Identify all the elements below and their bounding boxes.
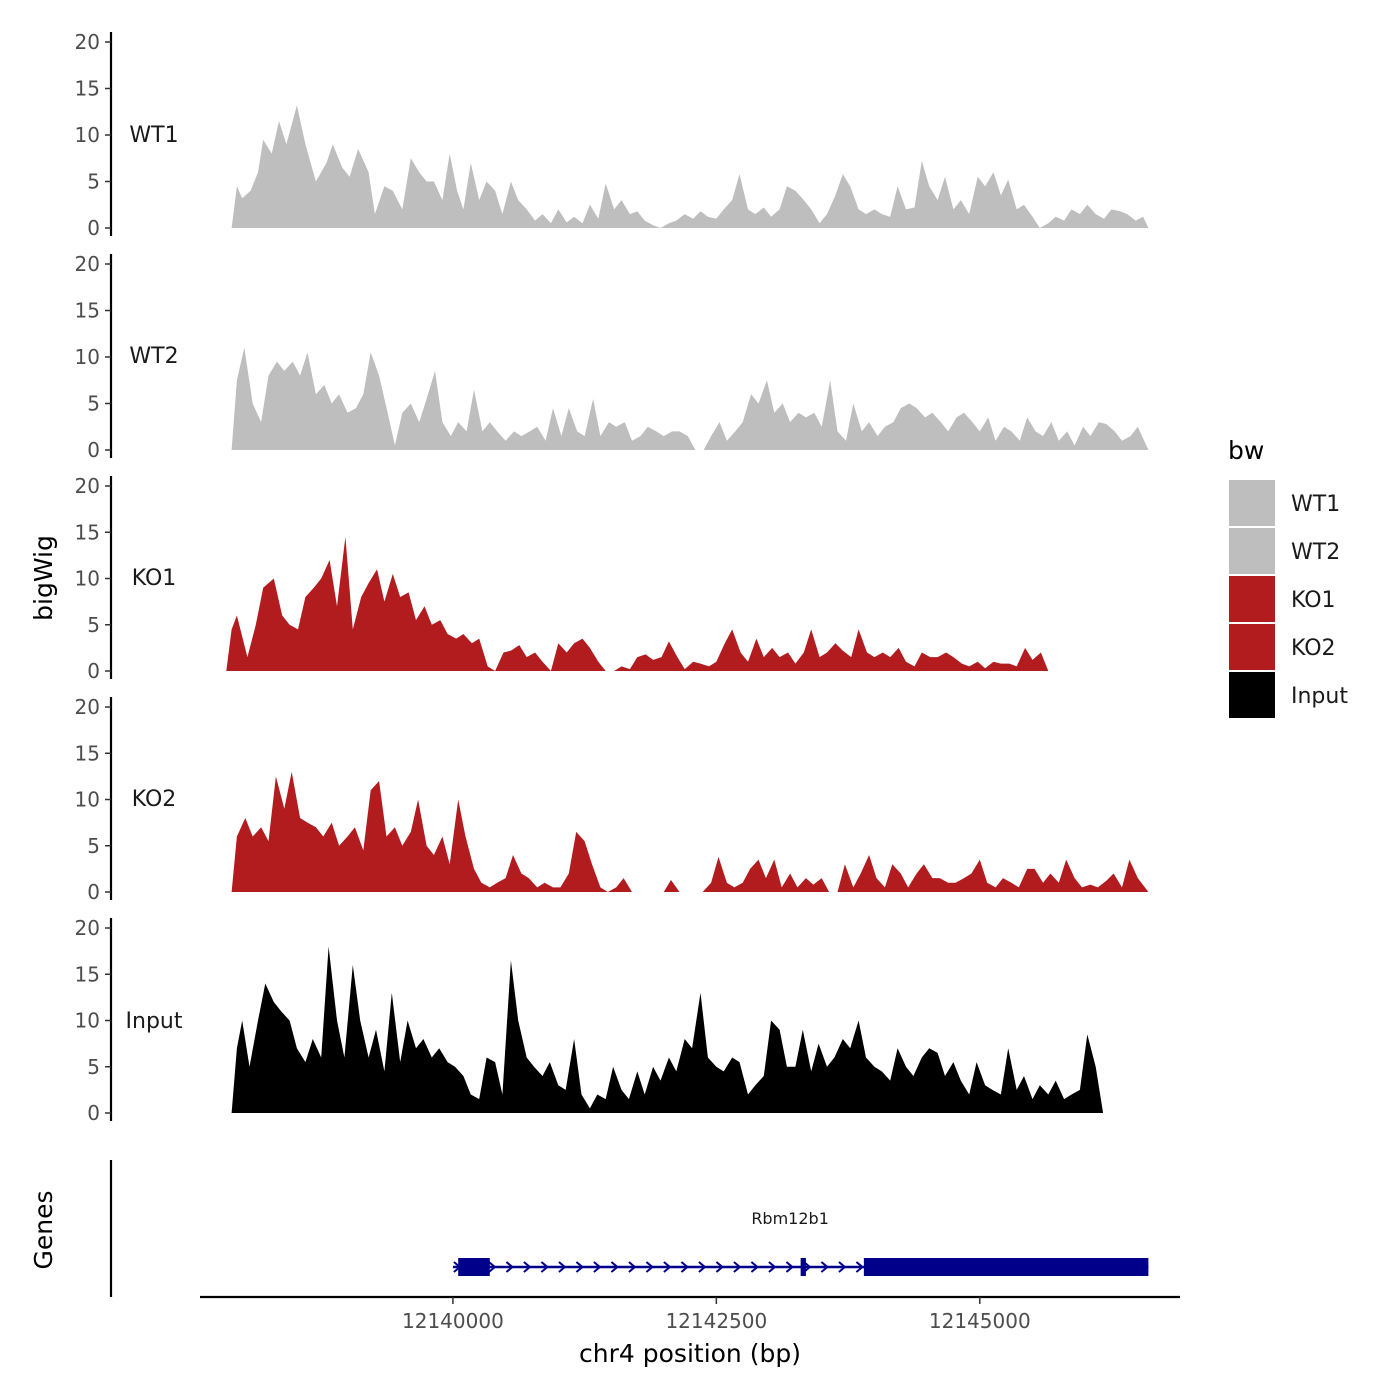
track-label-wt1: WT1 xyxy=(129,123,178,148)
track-panel-wt2: 0 5 10 15 20 WT2 xyxy=(75,252,1149,462)
tracks-layer: 0 5 10 15 20 WT1 0 5 10 15 20 WT2 0 5 10 15 20 KO1 0 5 10 15 2… xyxy=(75,30,1149,1125)
strand-arrow xyxy=(768,1261,777,1273)
strand-arrow xyxy=(855,1261,864,1273)
legend-swatch-wt1 xyxy=(1229,480,1275,526)
strand-arrow xyxy=(820,1261,829,1273)
coverage-area-wt2 xyxy=(231,347,1149,450)
strand-arrow xyxy=(645,1261,654,1273)
x-tick-label: 12145000 xyxy=(929,1309,1031,1333)
y-tick-label: 10 xyxy=(75,1009,100,1033)
y-tick-label: 10 xyxy=(75,567,100,591)
y-tick-label: 15 xyxy=(75,520,100,544)
track-panel-input: 0 5 10 15 20 Input xyxy=(75,916,1149,1125)
legend: bw WT1 WT2 KO1 KO2 Input xyxy=(1228,436,1348,718)
y-tick-label: 5 xyxy=(87,834,100,858)
y-tick-label: 20 xyxy=(75,474,100,498)
coverage-area-input xyxy=(231,946,1149,1113)
y-tick-label: 20 xyxy=(75,916,100,940)
legend-label-ko2: KO2 xyxy=(1291,636,1336,661)
y-tick-label: 5 xyxy=(87,170,100,194)
legend-label-wt2: WT2 xyxy=(1291,540,1340,565)
x-tick-label: 12142500 xyxy=(665,1309,767,1333)
strand-arrow xyxy=(610,1261,619,1273)
exon xyxy=(458,1258,490,1276)
gene-name-label: Rbm12b1 xyxy=(751,1209,829,1228)
y-tick-label: 0 xyxy=(87,1101,100,1125)
y-tick-label: 10 xyxy=(75,788,100,812)
strand-arrow xyxy=(575,1261,584,1273)
strand-arrow xyxy=(628,1261,637,1273)
y-tick-label: 20 xyxy=(75,30,100,54)
track-panel-ko1: 0 5 10 15 20 KO1 xyxy=(75,474,1138,683)
strand-arrow xyxy=(488,1261,497,1273)
legend-swatch-input xyxy=(1229,672,1275,718)
legend-label-wt1: WT1 xyxy=(1291,492,1340,517)
track-panel-wt1: 0 5 10 15 20 WT1 xyxy=(75,30,1149,240)
y-axis-title: bigWig xyxy=(29,535,58,621)
y-tick-label: 10 xyxy=(75,123,100,147)
coverage-area-ko2 xyxy=(231,771,1149,892)
legend-title: bw xyxy=(1228,436,1264,465)
coverage-area-ko1 xyxy=(226,536,1138,671)
strand-arrow xyxy=(523,1261,532,1273)
strand-arrow xyxy=(540,1261,549,1273)
strand-arrow xyxy=(505,1261,514,1273)
coverage-area-wt1 xyxy=(231,105,1149,228)
y-tick-label: 0 xyxy=(87,216,100,240)
strand-arrow xyxy=(680,1261,689,1273)
strand-arrow xyxy=(663,1261,672,1273)
gene-model-rbm12b1: Rbm12b1 xyxy=(452,1209,1149,1276)
y-tick-label: 5 xyxy=(87,1055,100,1079)
legend-swatch-ko2 xyxy=(1229,624,1275,670)
strand-arrow xyxy=(698,1261,707,1273)
exon xyxy=(800,1258,806,1276)
strand-arrow xyxy=(838,1261,847,1273)
y-tick-label: 15 xyxy=(75,962,100,986)
strand-arrow xyxy=(558,1261,567,1273)
legend-swatch-ko1 xyxy=(1229,576,1275,622)
y-tick-label: 15 xyxy=(75,741,100,765)
x-axis-title: chr4 position (bp) xyxy=(579,1339,801,1368)
legend-swatch-wt2 xyxy=(1229,528,1275,574)
y-tick-label: 20 xyxy=(75,695,100,719)
y-tick-label: 0 xyxy=(87,438,100,462)
genes-panel-title: Genes xyxy=(29,1190,58,1269)
exon xyxy=(863,1258,1149,1276)
y-tick-label: 5 xyxy=(87,613,100,637)
strand-arrow xyxy=(785,1261,794,1273)
legend-label-ko1: KO1 xyxy=(1291,588,1336,613)
genes-panel: 12140000 12142500 12145000 Rbm12b1 xyxy=(109,1160,1180,1333)
strand-arrow xyxy=(750,1261,759,1273)
strand-arrow xyxy=(715,1261,724,1273)
y-tick-label: 20 xyxy=(75,252,100,276)
legend-label-input: Input xyxy=(1291,684,1348,709)
strand-arrow xyxy=(733,1261,742,1273)
y-tick-label: 15 xyxy=(75,77,100,101)
y-tick-label: 15 xyxy=(75,299,100,323)
track-label-input: Input xyxy=(126,1009,183,1034)
track-label-ko2: KO2 xyxy=(132,787,177,812)
y-tick-label: 5 xyxy=(87,392,100,416)
y-tick-label: 0 xyxy=(87,880,100,904)
y-tick-label: 0 xyxy=(87,659,100,683)
x-tick-label: 12140000 xyxy=(402,1309,504,1333)
strand-arrow xyxy=(593,1261,602,1273)
track-label-wt2: WT2 xyxy=(129,344,178,369)
track-label-ko1: KO1 xyxy=(132,566,177,591)
y-tick-label: 10 xyxy=(75,345,100,369)
track-panel-ko2: 0 5 10 15 20 KO2 xyxy=(75,695,1149,904)
